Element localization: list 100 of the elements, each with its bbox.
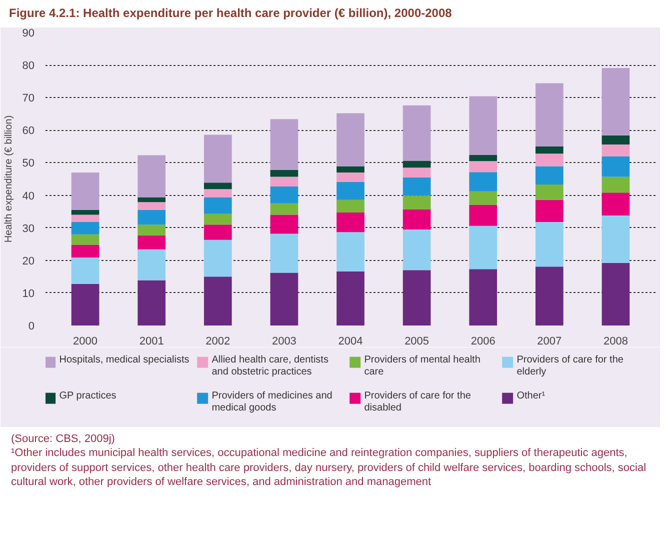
bar	[270, 186, 298, 204]
bar	[336, 212, 364, 232]
bar	[336, 113, 364, 166]
bar	[204, 214, 232, 225]
bar	[469, 269, 498, 326]
x-tick-label: 2004	[338, 336, 363, 348]
y-tick-label: 80	[22, 60, 35, 72]
bar	[270, 170, 298, 177]
bar	[469, 226, 498, 270]
bar	[138, 280, 166, 326]
bar	[469, 96, 498, 156]
x-tick-label: 2000	[73, 336, 98, 348]
bar	[535, 222, 564, 267]
bar	[402, 209, 431, 230]
x-tick-label: 2008	[603, 336, 628, 348]
bar	[535, 154, 564, 166]
bar	[469, 155, 498, 162]
bar	[336, 232, 364, 272]
bar	[602, 192, 630, 216]
legend-label: Providers of medicines and medical goods	[212, 390, 332, 414]
bar	[270, 234, 298, 273]
bar	[270, 214, 298, 234]
bar	[469, 172, 498, 192]
bar	[138, 249, 166, 280]
bar	[71, 284, 100, 326]
bar	[469, 204, 498, 226]
bar	[204, 224, 232, 240]
legend-label: Allied health care, dentists and obstetric practices	[212, 354, 328, 378]
y-axis-title: Health expenditure (€ billion)	[3, 115, 14, 243]
bar	[535, 266, 564, 326]
bar	[138, 210, 166, 225]
bar	[71, 172, 100, 210]
bar	[71, 234, 100, 245]
legend-label: Other¹	[516, 390, 546, 402]
bar	[602, 68, 630, 136]
bar	[138, 155, 166, 198]
y-tick-label: 20	[22, 256, 35, 268]
x-tick-label: 2003	[272, 336, 296, 348]
bar	[602, 156, 630, 177]
bar	[204, 189, 232, 198]
bar	[402, 230, 431, 270]
x-tick-label: 2001	[139, 336, 164, 348]
x-tick-label: 2007	[537, 336, 562, 348]
bar	[204, 276, 232, 326]
x-tick-label: 2002	[206, 336, 230, 348]
y-tick-label: 60	[22, 125, 35, 138]
bar	[402, 270, 431, 326]
bar	[270, 272, 298, 326]
bar	[469, 192, 498, 205]
x-tick-label: 2005	[404, 336, 430, 348]
bar	[71, 244, 100, 258]
bar	[336, 166, 364, 173]
bar	[138, 197, 166, 202]
bar	[204, 134, 232, 183]
bar	[204, 240, 232, 277]
bar	[138, 202, 166, 210]
legend-label: Hospitals, medical specialists	[59, 354, 190, 366]
bar	[535, 146, 564, 154]
y-tick-label: 0	[28, 320, 35, 333]
bar	[602, 263, 630, 326]
y-tick-label: 10	[22, 288, 35, 300]
y-tick-label: 40	[22, 190, 35, 202]
bar	[535, 184, 564, 200]
y-tick-label: 30	[22, 222, 35, 235]
chart-title: Figure 4.2.1: Health expenditure per health care provider (€ billion), 2000-2008	[9, 6, 452, 20]
bar	[336, 182, 364, 200]
bar	[535, 200, 564, 222]
bar	[469, 161, 498, 172]
bar	[602, 216, 630, 264]
bar	[138, 224, 166, 236]
bar	[402, 196, 431, 210]
bar	[138, 235, 166, 250]
text: ¹Other includes municipal health services, occupational medicine and reintegration companies, suppliers of therapeutic agents, providers of support services, other health care providers, day nursery, providers of child welfare services, boarding schools, social cultural work, other providers of welfare services, and administration and management	[11, 447, 646, 488]
bar	[336, 200, 364, 213]
bar	[535, 83, 564, 147]
bar	[270, 204, 298, 215]
legend-label: Providers of mental health care	[364, 354, 480, 378]
legend-label: GP practices	[59, 390, 116, 402]
legend-label: Providers of care for the elderly	[516, 354, 624, 378]
bar	[204, 182, 232, 190]
bar	[204, 197, 232, 214]
legend-label: Providers of care for the disabled	[364, 390, 472, 414]
bar	[402, 106, 431, 161]
bar	[71, 258, 100, 284]
bar	[602, 144, 630, 156]
bar	[402, 160, 431, 168]
bar	[270, 176, 298, 187]
y-tick-label: 70	[22, 92, 35, 105]
bar	[402, 168, 431, 178]
y-tick-label: 90	[22, 28, 35, 40]
bar	[336, 172, 364, 182]
bar	[602, 136, 630, 145]
bar	[71, 214, 100, 222]
bar	[71, 210, 100, 215]
x-tick-label: 2006	[470, 336, 496, 348]
bar	[270, 119, 298, 170]
bar	[535, 166, 564, 185]
text: (Source: CBS, 2009j)	[11, 433, 115, 446]
bar	[336, 272, 364, 326]
bar	[71, 222, 100, 234]
